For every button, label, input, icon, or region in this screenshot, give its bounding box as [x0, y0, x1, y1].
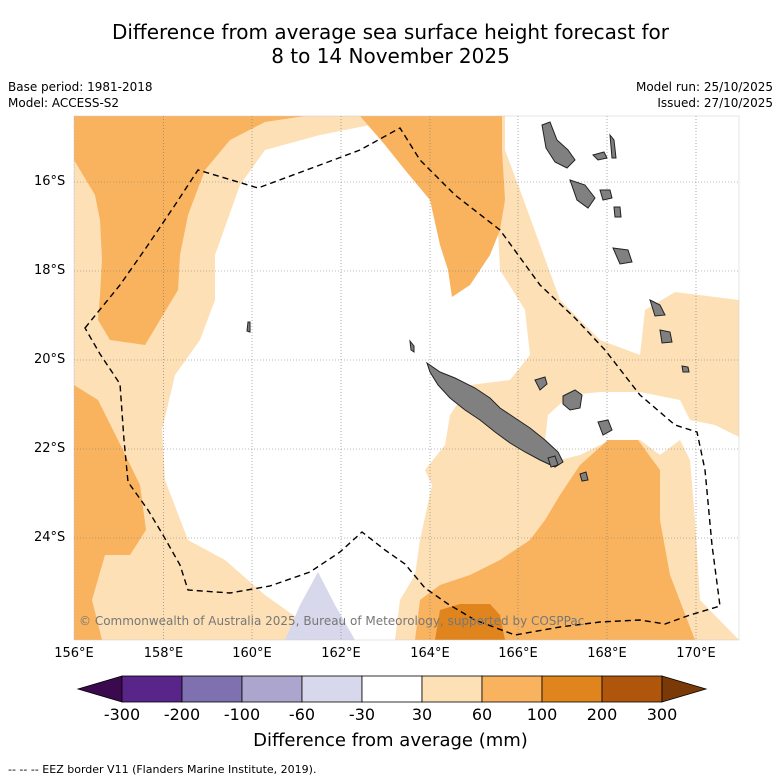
colorbar: [76, 675, 708, 703]
base-period: Base period: 1981-2018: [8, 80, 153, 94]
colorbar-segment: [601, 675, 663, 703]
meta-right: Model run: 25/10/2025 Issued: 27/10/2025: [636, 79, 773, 111]
vanuatu-epi: [613, 206, 622, 218]
chesterfield-islet: [246, 321, 251, 333]
colorbar-extend-low: [76, 675, 123, 703]
loyalty-island-ouvea: [534, 376, 548, 391]
colorbar-tick-label: -30: [348, 705, 376, 724]
colorbar-tick-label: 100: [526, 705, 558, 724]
anomaly-region-south: [435, 604, 505, 640]
colorbar-segment: [121, 675, 183, 703]
vanuatu-pentecost: [609, 133, 617, 159]
anomaly-region-se: [415, 440, 695, 640]
colorbar-tick-label: -200: [163, 705, 201, 724]
longitude-label: 158°E: [143, 646, 184, 661]
new-caledonia-islet-north: [409, 339, 415, 353]
colorbar-segment: [241, 675, 303, 703]
anomaly-region-ne: [360, 116, 505, 297]
longitude-label: 160°E: [232, 646, 272, 661]
map-area: [74, 116, 739, 640]
vanuatu-malakula: [569, 179, 596, 209]
latitude-label: 18°S: [34, 263, 66, 278]
vanuatu-aneityum: [681, 365, 690, 373]
issued-date: Issued: 27/10/2025: [657, 96, 773, 110]
colorbar-tick-label: -100: [223, 705, 261, 724]
map-frame: [73, 115, 740, 641]
eez-legend-footer: -- -- -- EEZ border V11 (Flanders Marine…: [8, 763, 317, 776]
model-run: Model run: 25/10/2025: [635, 80, 773, 94]
anomaly-region-negative-south: [285, 572, 355, 640]
meta-left: Base period: 1981-2018 Model: ACCESS-S2: [8, 79, 153, 111]
latitude-label: 16°S: [34, 174, 66, 189]
model-name: Model: ACCESS-S2: [8, 96, 120, 110]
colorbar-segment: [421, 675, 483, 703]
anomaly-region-nw: [74, 116, 305, 345]
colorbar-segment: [541, 675, 603, 703]
colorbar-title: Difference from average (mm): [253, 730, 528, 751]
vanuatu-ambae: [592, 151, 608, 161]
title-line-1: Difference from average sea surface heig…: [111, 20, 670, 44]
longitude-label: 156°E: [54, 646, 94, 661]
longitude-label: 170°E: [676, 646, 716, 661]
latitude-label: 24°S: [34, 530, 66, 545]
vanuatu-ambrym: [599, 189, 613, 201]
anomaly-100-200-regions: [435, 604, 505, 640]
copyright-notice: © Commonwealth of Australia 2025, Bureau…: [79, 614, 585, 628]
colorbar-segment: [301, 675, 363, 703]
longitude-label: 162°E: [321, 646, 361, 661]
colorbar-segment: [481, 675, 543, 703]
colorbar-tick-label: 200: [586, 705, 618, 724]
colorbar-segment: [181, 675, 243, 703]
latitude-label: 20°S: [34, 352, 66, 367]
map-gridlines: [74, 116, 739, 640]
longitude-label: 166°E: [498, 646, 538, 661]
landmasses: [246, 121, 690, 482]
colorbar-tick-label: -60: [288, 705, 316, 724]
loyalty-island-mare: [597, 419, 613, 436]
vanuatu-erromango: [649, 299, 666, 317]
vanuatu-efate: [612, 247, 633, 265]
title-line-2: 8 to 14 November 2025: [271, 44, 510, 68]
latitude-label: 22°S: [34, 441, 66, 456]
loyalty-island-lifou: [562, 389, 583, 411]
vanuatu-tanna: [659, 329, 673, 344]
colorbar-extend-high: [661, 675, 708, 703]
longitude-label: 168°E: [587, 646, 627, 661]
isle-of-pines: [547, 455, 559, 468]
anomaly-negative-region: [285, 572, 355, 640]
colorbar-tick-label: 300: [646, 705, 678, 724]
walpole-island: [579, 471, 589, 482]
vanuatu-espiritu-santo: [541, 121, 576, 169]
colorbar-tick-label: 60: [471, 705, 493, 724]
colorbar-tick-label: -300: [103, 705, 141, 724]
colorbar-segment: [361, 675, 423, 703]
longitude-label: 164°E: [410, 646, 450, 661]
colorbar-tick-label: 30: [411, 705, 433, 724]
new-caledonia-island: [426, 361, 564, 468]
